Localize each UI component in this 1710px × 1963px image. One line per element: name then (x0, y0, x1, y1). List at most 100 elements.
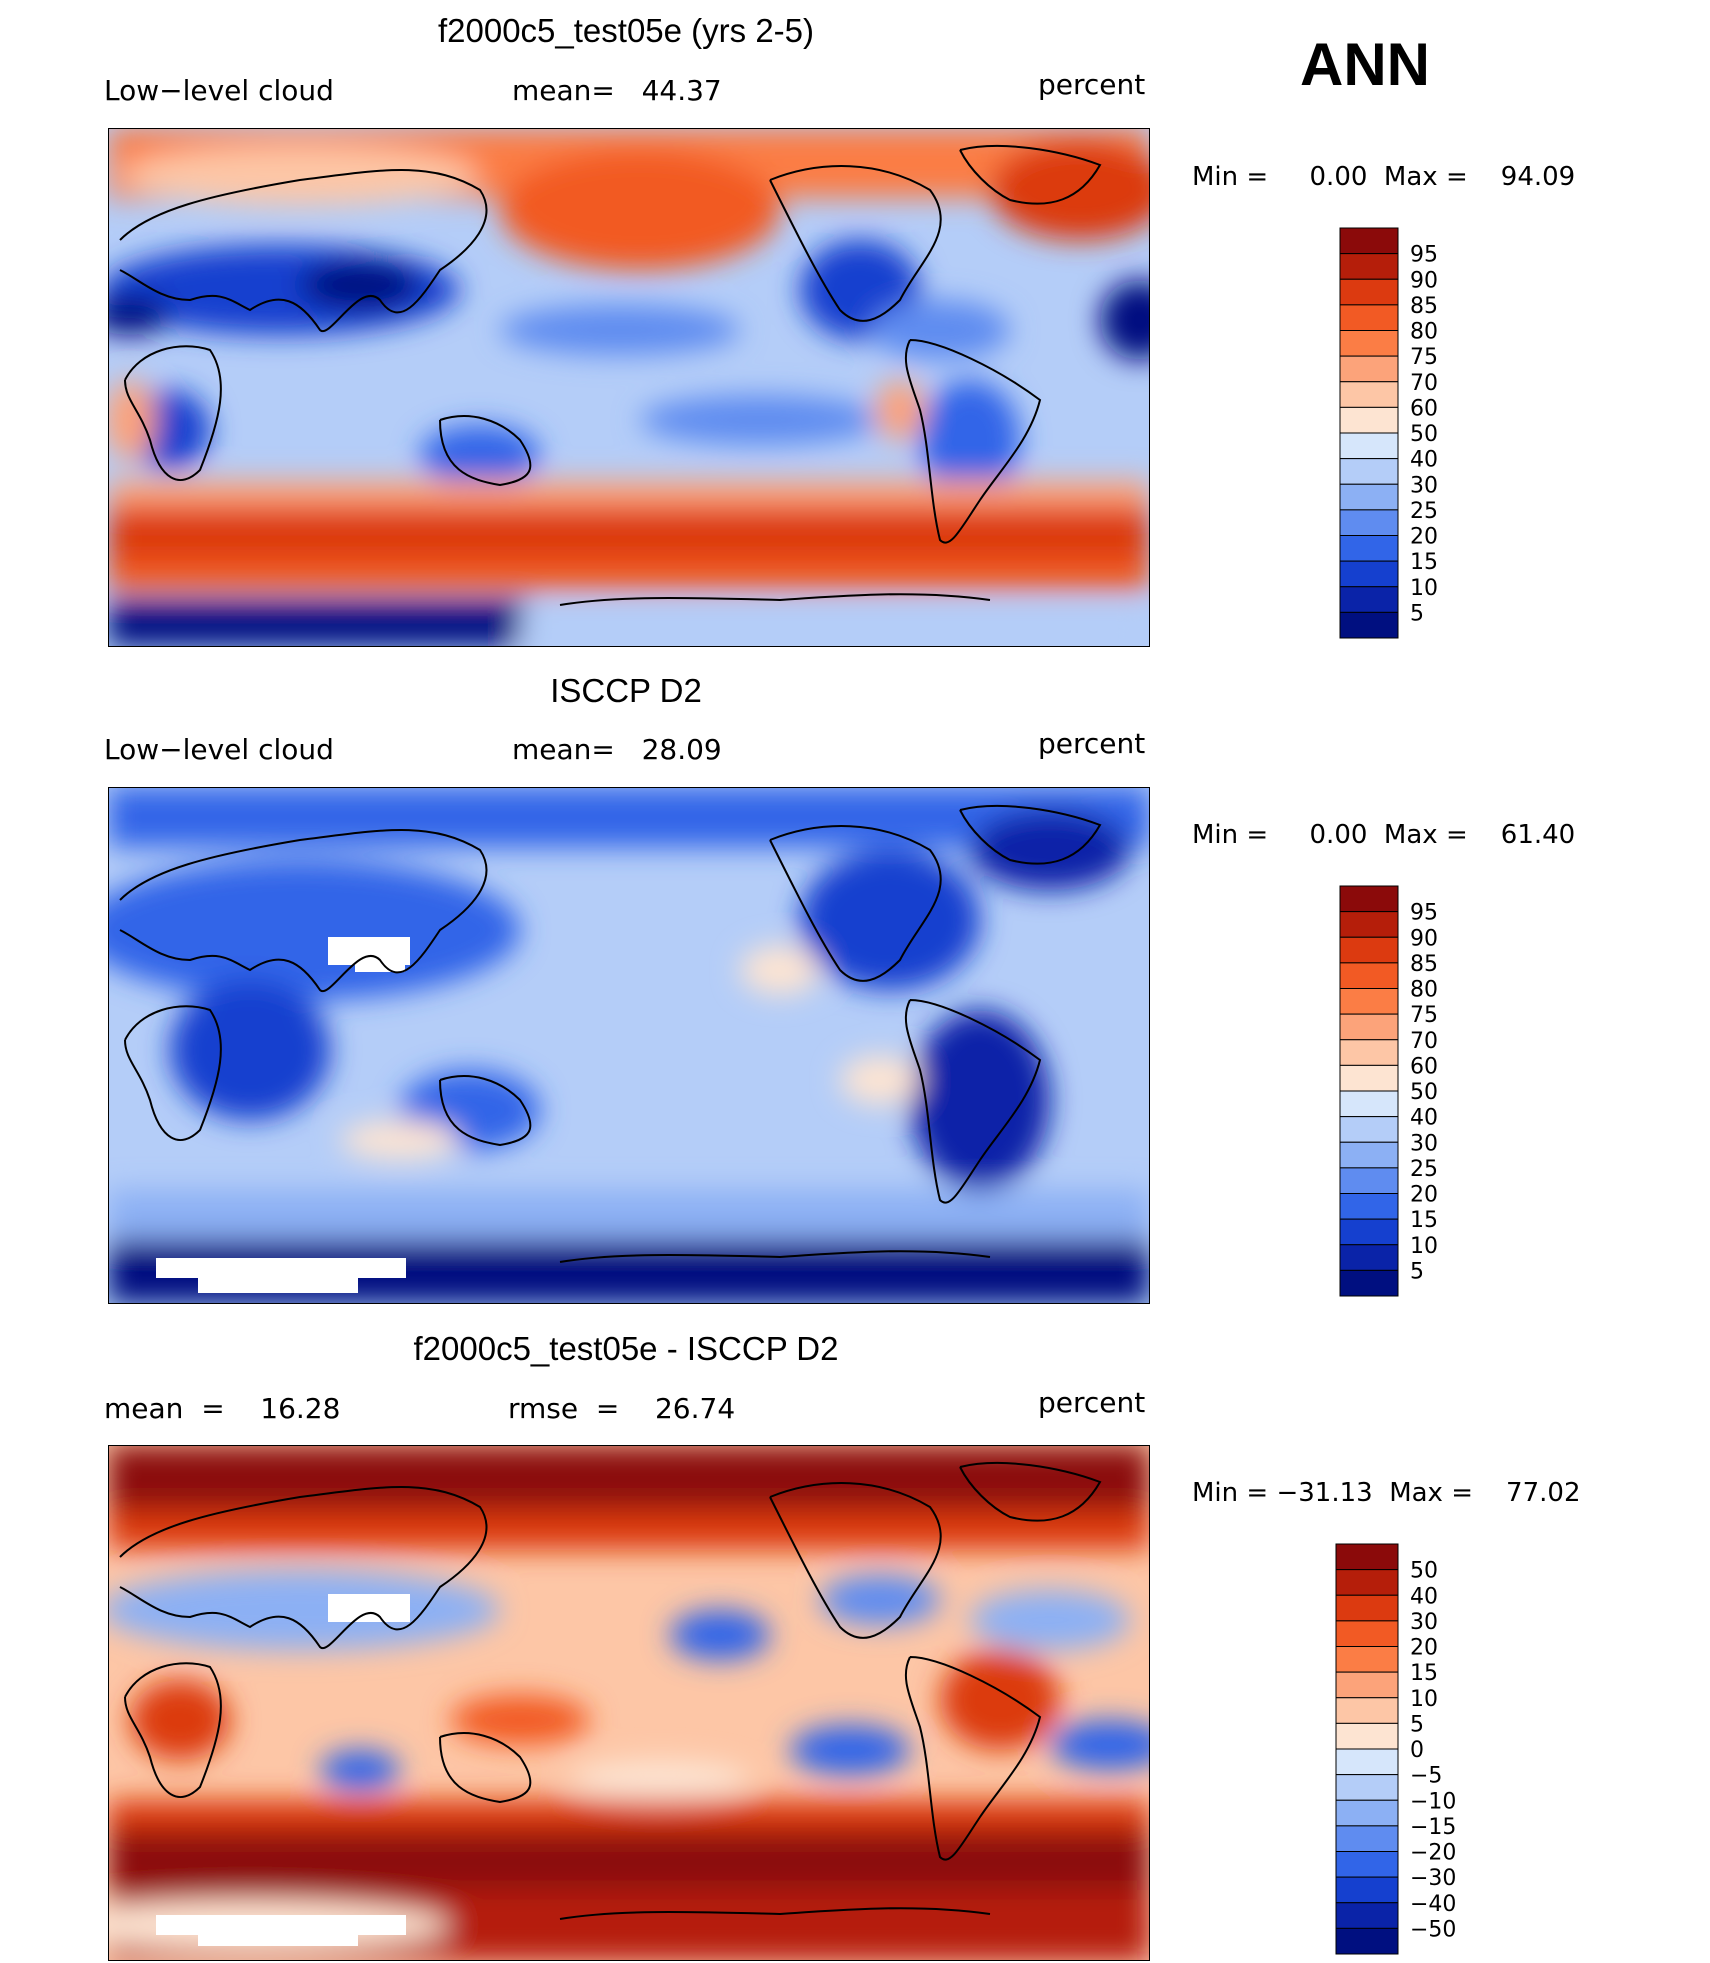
colorbar-tick-label: 30 (1410, 473, 1438, 498)
colorbar-swatch (1339, 911, 1399, 938)
colorbar-swatch (1339, 355, 1399, 383)
colorbar-swatch (1335, 1851, 1399, 1878)
colorbar-swatch (1339, 1039, 1399, 1066)
colorbar-swatch (1339, 535, 1399, 562)
panel3-rmse-label: rmse = 26.74 (508, 1392, 736, 1425)
colorbar-swatch (1335, 1748, 1399, 1776)
colorbar-swatch (1339, 988, 1399, 1015)
colorbar-tick-label: 85 (1410, 294, 1438, 319)
colorbar-tick-label: 10 (1410, 1687, 1438, 1712)
colorbar-tick-label: 70 (1410, 371, 1438, 396)
colorbar-tick-label: 20 (1410, 525, 1438, 550)
colorbar-swatch (1339, 1269, 1399, 1297)
colorbar-tick-label: 40 (1410, 1106, 1438, 1131)
panel3-mean-label: mean = 16.28 (104, 1392, 341, 1425)
colorbar-tick-label: 10 (1410, 576, 1438, 601)
panel3-map (108, 1445, 1150, 1961)
colorbar-tick-label: 20 (1410, 1183, 1438, 1208)
colorbar-swatch (1339, 253, 1399, 280)
colorbar-swatch (1335, 1646, 1399, 1673)
colorbar-tick-label: −20 (1410, 1841, 1456, 1866)
colorbar-tick-label: 80 (1410, 978, 1438, 1003)
colorbar-tick-label: −50 (1410, 1917, 1456, 1942)
colorbar-swatch (1335, 1799, 1399, 1827)
colorbar-tick-label: 5 (1410, 1712, 1424, 1737)
colorbar-tick-label: 30 (1410, 1610, 1438, 1635)
colorbar-swatch (1335, 1697, 1399, 1724)
colorbar-tick-label: 15 (1410, 1661, 1438, 1686)
colorbar-tick-label: 15 (1410, 550, 1438, 575)
colorbar-swatch (1339, 1141, 1399, 1169)
colorbar-tick-label: 40 (1410, 448, 1438, 473)
panel2-coastlines (119, 805, 1102, 1263)
colorbar-swatch (1339, 1193, 1399, 1220)
colorbar-tick-label: 25 (1410, 499, 1438, 524)
colorbar-swatch (1339, 432, 1399, 460)
colorbar-tick-label: 85 (1410, 952, 1438, 977)
colorbar-tick-label: 60 (1410, 1054, 1438, 1079)
panel2-units-label: percent (1038, 727, 1146, 760)
colorbar-swatch (1339, 406, 1399, 434)
colorbar-swatch (1339, 1167, 1399, 1194)
colorbar-swatch (1339, 586, 1399, 613)
colorbar-swatch (1339, 1090, 1399, 1118)
panel3-coastlines (119, 1462, 1102, 1920)
colorbar-tick-label: 70 (1410, 1029, 1438, 1054)
colorbar-swatch (1339, 1013, 1399, 1041)
colorbar-swatch (1339, 381, 1399, 408)
colorbar-swatch (1339, 560, 1399, 588)
colorbar-swatch (1339, 1218, 1399, 1246)
colorbar-swatch (1335, 1594, 1399, 1622)
colorbar-swatch (1335, 1902, 1399, 1929)
colorbar-swatch (1339, 611, 1399, 639)
colorbar-tick-label: 25 (1410, 1157, 1438, 1182)
colorbar-swatch (1335, 1774, 1399, 1801)
colorbar-swatch (1339, 1064, 1399, 1092)
colorbar-tick-label: 95 (1410, 243, 1438, 268)
panel1-title: f2000c5_test05e (yrs 2-5) (437, 12, 815, 49)
colorbar-tick-label: −40 (1410, 1892, 1456, 1917)
colorbar-tick-label: 5 (1410, 601, 1424, 626)
colorbar-swatch (1339, 304, 1399, 331)
colorbar-tick-label: 95 (1410, 901, 1438, 926)
colorbar-swatch (1339, 962, 1399, 989)
colorbar-tick-label: 30 (1410, 1131, 1438, 1156)
colorbar-tick-label: 20 (1410, 1636, 1438, 1661)
colorbar-swatch (1335, 1543, 1399, 1571)
colorbar-tick-label: 60 (1410, 396, 1438, 421)
colorbar-swatch (1339, 885, 1399, 913)
panel3-title: f2000c5_test05e - ISCCP D2 (413, 1330, 839, 1367)
colorbar-tick-label: 50 (1410, 422, 1438, 447)
colorbar-tick-label: −15 (1410, 1815, 1456, 1840)
panel2-mean-label: mean= 28.09 (512, 733, 722, 766)
colorbar-tick-label: 10 (1410, 1234, 1438, 1259)
panel1-units-label: percent (1038, 68, 1146, 101)
colorbar-swatch (1339, 278, 1399, 306)
colorbar-tick-label: 40 (1410, 1584, 1438, 1609)
colorbar-swatch (1335, 1825, 1399, 1852)
panel2-minmax: Min = 0.00 Max = 61.40 (1192, 820, 1576, 850)
colorbar-tick-label: 50 (1410, 1559, 1438, 1584)
panel1-variable-label: Low−level cloud (104, 74, 334, 107)
colorbar-swatch (1339, 330, 1399, 357)
colorbar-swatch (1335, 1876, 1399, 1904)
colorbar-swatch (1339, 1116, 1399, 1143)
panel2-variable-label: Low−level cloud (104, 733, 334, 766)
colorbar-swatch (1339, 936, 1399, 964)
panel1-map (108, 128, 1150, 647)
colorbar-tick-label: 15 (1410, 1208, 1438, 1233)
colorbar-swatch (1335, 1569, 1399, 1596)
panel2-title: ISCCP D2 (550, 672, 702, 709)
colorbar-tick-label: 90 (1410, 926, 1438, 951)
colorbar-swatch (1339, 1244, 1399, 1271)
colorbar-tick-label: 90 (1410, 268, 1438, 293)
colorbar-tick-label: −10 (1410, 1789, 1456, 1814)
colorbar-swatch (1335, 1620, 1399, 1647)
colorbar-tick-label: 75 (1410, 1003, 1438, 1028)
colorbar-tick-label: 5 (1410, 1259, 1424, 1284)
panel1-minmax: Min = 0.00 Max = 94.09 (1192, 162, 1576, 192)
colorbar-tick-label: −30 (1410, 1866, 1456, 1891)
